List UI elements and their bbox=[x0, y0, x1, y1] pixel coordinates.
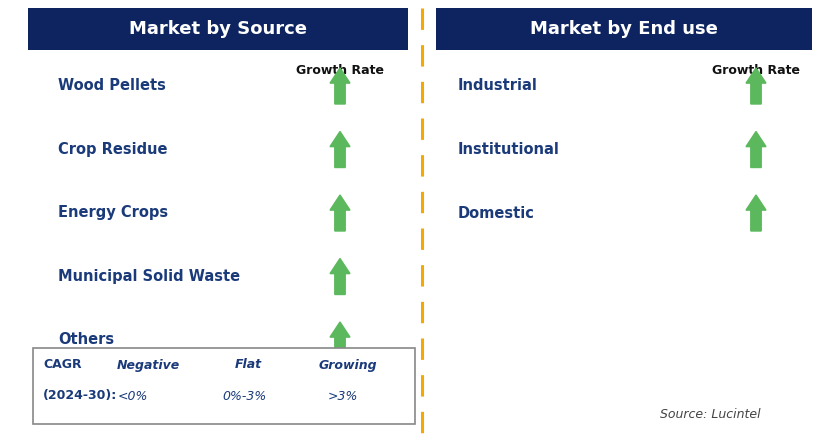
Text: Market by Source: Market by Source bbox=[129, 20, 306, 38]
Text: Flat: Flat bbox=[234, 358, 262, 371]
Text: (2024-30):: (2024-30): bbox=[43, 389, 117, 403]
Polygon shape bbox=[388, 366, 403, 396]
Text: Growth Rate: Growth Rate bbox=[296, 64, 383, 77]
Text: CAGR: CAGR bbox=[43, 358, 81, 371]
Polygon shape bbox=[745, 132, 765, 168]
Text: Growth Rate: Growth Rate bbox=[711, 64, 799, 77]
Polygon shape bbox=[330, 259, 349, 294]
Text: Negative: Negative bbox=[116, 358, 180, 371]
FancyBboxPatch shape bbox=[436, 8, 811, 50]
Polygon shape bbox=[165, 365, 181, 395]
Text: Wood Pellets: Wood Pellets bbox=[58, 79, 166, 94]
Text: Market by End use: Market by End use bbox=[529, 20, 717, 38]
Polygon shape bbox=[195, 373, 238, 393]
FancyBboxPatch shape bbox=[28, 8, 407, 50]
Text: Source: Lucintel: Source: Lucintel bbox=[659, 408, 760, 420]
Text: Others: Others bbox=[58, 332, 114, 347]
Text: >3%: >3% bbox=[327, 389, 358, 403]
Text: Institutional: Institutional bbox=[457, 142, 559, 157]
Text: <0%: <0% bbox=[118, 389, 148, 403]
Text: Growing: Growing bbox=[318, 358, 377, 371]
Text: Industrial: Industrial bbox=[457, 79, 537, 94]
Polygon shape bbox=[745, 68, 765, 104]
Text: Crop Residue: Crop Residue bbox=[58, 142, 167, 157]
Text: 0%-3%: 0%-3% bbox=[223, 389, 267, 403]
Polygon shape bbox=[330, 322, 349, 358]
Text: Energy Crops: Energy Crops bbox=[58, 206, 168, 221]
Text: Domestic: Domestic bbox=[457, 206, 534, 221]
Polygon shape bbox=[330, 132, 349, 168]
FancyBboxPatch shape bbox=[33, 348, 415, 424]
Polygon shape bbox=[745, 195, 765, 231]
Text: Municipal Solid Waste: Municipal Solid Waste bbox=[58, 269, 240, 284]
Polygon shape bbox=[330, 68, 349, 104]
Polygon shape bbox=[330, 195, 349, 231]
